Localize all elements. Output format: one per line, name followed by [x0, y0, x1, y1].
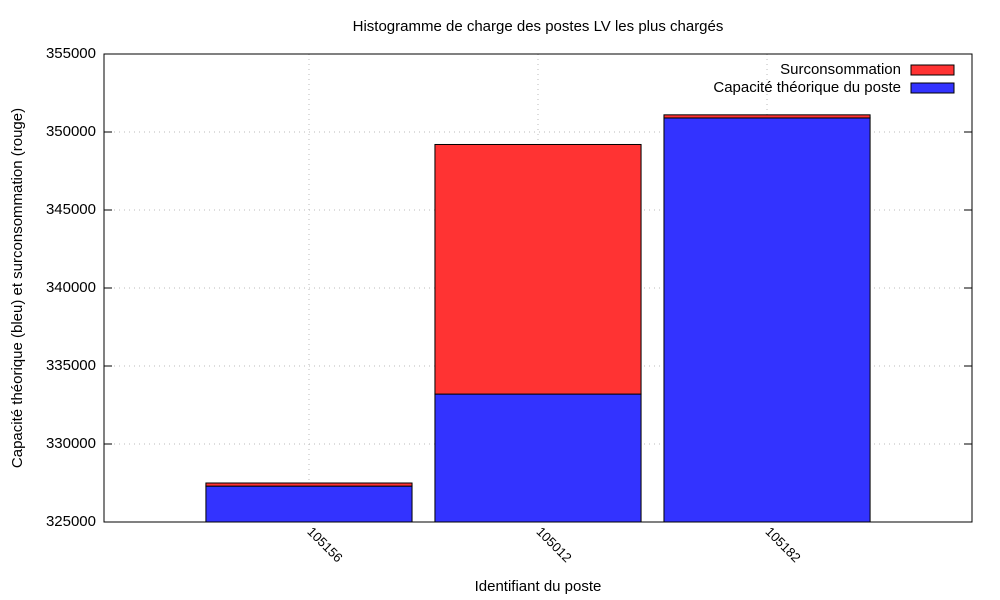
chart-title: Histogramme de charge des postes LV les … — [353, 18, 724, 35]
y-tick-label: 340000 — [46, 279, 96, 296]
bar-segment — [663, 114, 871, 119]
y-tick-label: 325000 — [46, 513, 96, 530]
x-axis-label: Identifiant du poste — [475, 578, 602, 595]
bar-segment — [434, 143, 642, 395]
y-tick-label: 330000 — [46, 435, 96, 452]
bar-segment — [663, 117, 871, 523]
y-axis-label: Capacité théorique (bleu) et surconsomma… — [9, 108, 26, 468]
legend-label: Surconsommation — [780, 61, 901, 78]
y-tick-label: 350000 — [46, 123, 96, 140]
plot-frame — [103, 53, 973, 523]
y-tick-label: 355000 — [46, 45, 96, 62]
legend-swatch — [910, 64, 955, 76]
bar-segment — [434, 393, 642, 523]
y-tick-label: 335000 — [46, 357, 96, 374]
bar-segment — [205, 482, 413, 487]
legend-label: Capacité théorique du poste — [713, 79, 901, 96]
bar-segment — [205, 485, 413, 523]
y-tick-label: 345000 — [46, 201, 96, 218]
legend-swatch — [910, 82, 955, 94]
